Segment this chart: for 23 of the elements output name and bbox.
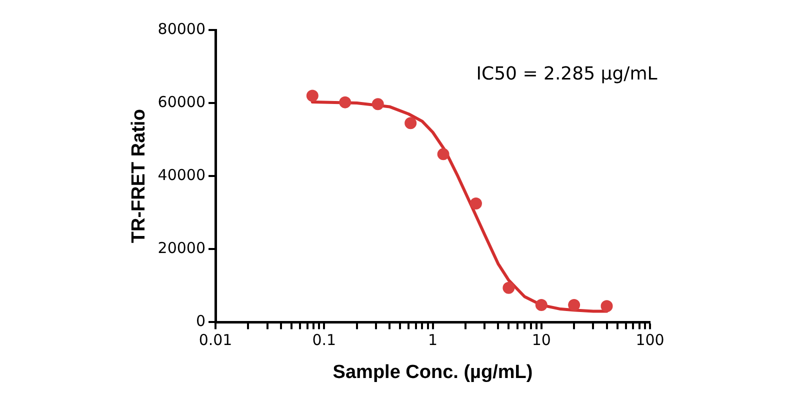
x-axis-title: Sample Conc. (µg/mL) bbox=[332, 362, 533, 383]
y-tick-label: 80000 bbox=[158, 20, 206, 38]
x-tick-label: 100 bbox=[636, 331, 664, 350]
y-tick-label: 20000 bbox=[158, 239, 206, 258]
y-tick-label: 40000 bbox=[158, 166, 206, 184]
y-tick-label: 60000 bbox=[158, 92, 206, 111]
x-tick-label: 0.01 bbox=[198, 331, 232, 350]
point bbox=[502, 282, 515, 294]
y-axis-title: TR-FRET Ratio bbox=[128, 109, 150, 244]
point bbox=[600, 300, 613, 312]
point bbox=[306, 90, 318, 102]
annotation: IC50 = 2.285 µg/mL bbox=[476, 64, 658, 85]
point bbox=[568, 299, 580, 312]
point bbox=[404, 117, 417, 130]
x-tick-label: 0.1 bbox=[312, 331, 336, 350]
y-tick-label: 0 bbox=[196, 312, 206, 330]
point bbox=[535, 299, 548, 312]
x-tick-label: 10 bbox=[532, 331, 551, 350]
x-tick-label: 1 bbox=[428, 331, 438, 350]
point bbox=[437, 148, 450, 160]
point bbox=[470, 197, 482, 210]
point bbox=[372, 98, 384, 110]
point bbox=[339, 96, 352, 108]
